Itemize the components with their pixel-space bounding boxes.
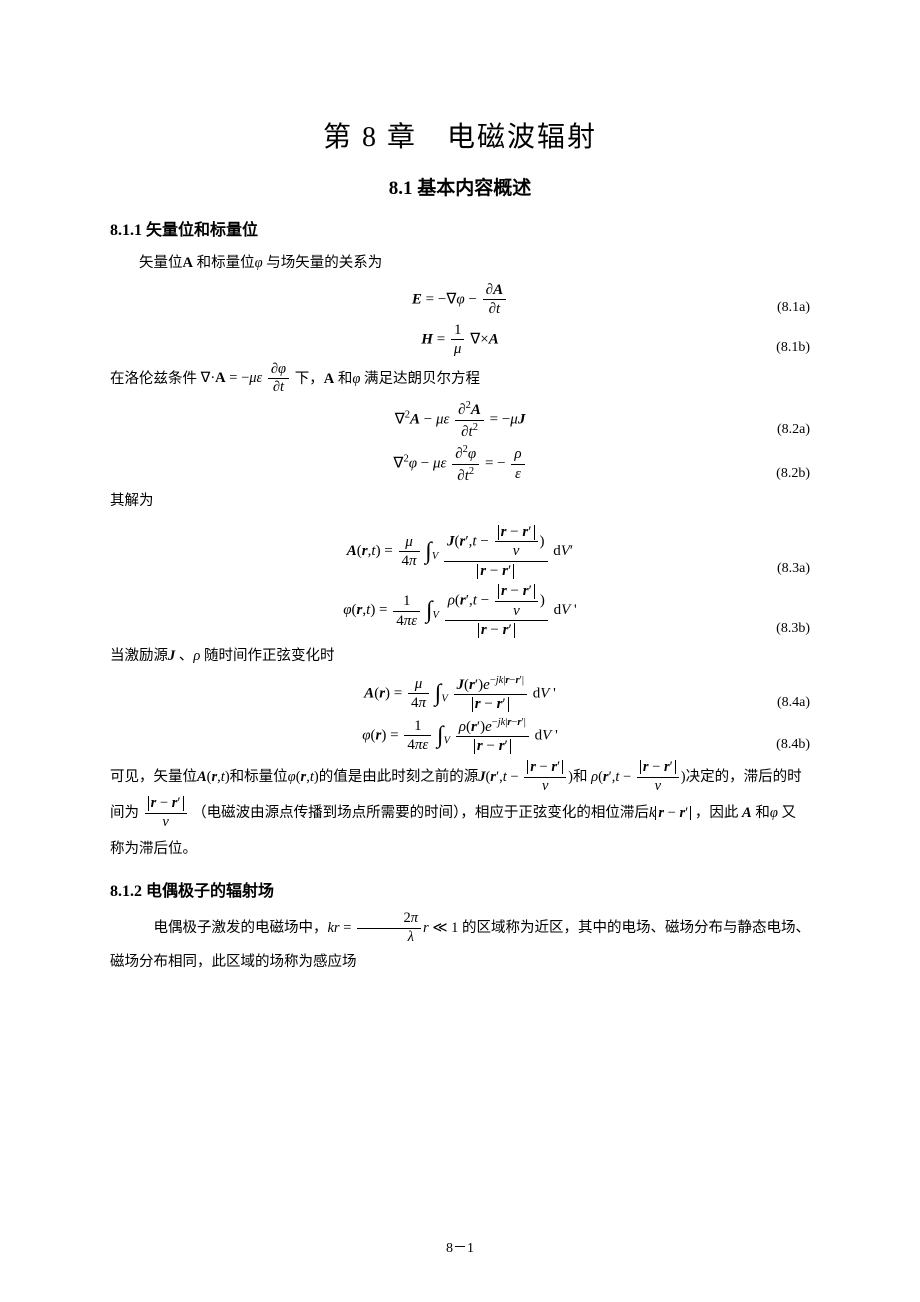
lorentz-condition: ∇·A = −με ∂φ∂t [201, 370, 295, 386]
expr-kr: kr = 2πλr ≪ 1 [328, 920, 459, 936]
equation-8-2a: ∇2A − με ∂2A∂t2 = −μJ (8.2a) [110, 400, 810, 440]
equation-label: (8.1b) [776, 340, 810, 356]
symbol-phi: φ [255, 255, 263, 271]
paragraph: 可见，矢量位A(r,t)和标量位φ(r,t)的值是由此时刻之前的源J(r′,t … [110, 759, 810, 868]
expr-phi-rt: φ(r,t) [288, 769, 319, 785]
subsection-8-1-2: 8.1.2 电偶极子的辐射场 [110, 877, 810, 901]
page-number: 8－1 [0, 1237, 920, 1257]
text: 满足达朗贝尔方程 [360, 370, 480, 386]
paragraph: 电偶极子激发的电磁场中，kr = 2πλr ≪ 1 的区域称为近区，其中的电场、… [110, 911, 810, 979]
equation-label: (8.2a) [777, 422, 810, 438]
equation-8-3b: φ(r,t) = 14πε ∫V ρ(r′,t − r − r′v) r − r… [110, 583, 810, 639]
text: 在洛伦兹条件 [110, 370, 201, 386]
equation-8-1a: E = −∇φ − ∂A∂t (8.1a) [110, 282, 810, 318]
symbol-phi: φ [770, 805, 778, 821]
equation-label: (8.1a) [777, 300, 810, 316]
equation-label: (8.4a) [777, 695, 810, 711]
expr-J-retarded: J(r′,t − r − r′v) [478, 769, 573, 785]
text: 和 [573, 769, 588, 785]
symbol-A: A [183, 255, 193, 271]
text: ，因此 [695, 805, 742, 821]
paragraph: 当激励源J 、ρ 随时间作正弦变化时 [110, 643, 810, 671]
text: 电偶极子激发的电磁场中， [154, 920, 328, 936]
equation-8-1b: H = 1μ ∇×A (8.1b) [110, 322, 810, 358]
document-page: 第 8 章 电磁波辐射 8.1 基本内容概述 8.1.1 矢量位和标量位 矢量位… [0, 0, 920, 1302]
paragraph: 在洛伦兹条件 ∇·A = −με ∂φ∂t 下，A 和φ 满足达朗贝尔方程 [110, 362, 810, 397]
text: 的值是由此时刻之前的源 [319, 769, 479, 785]
equation-label: (8.2b) [776, 466, 810, 482]
symbol-A: A [324, 370, 334, 386]
text: 、 [175, 648, 193, 664]
text: 和标量位 [193, 255, 255, 271]
equation-label: (8.4b) [776, 737, 810, 753]
equation-8-3a: A(r,t) = μ4π ∫V J(r′,t − r − r′v) r − r′… [110, 524, 810, 580]
chapter-title: 第 8 章 电磁波辐射 [110, 115, 810, 155]
equation-8-2b: ∇2φ − με ∂2φ∂t2 = − ρε (8.2b) [110, 444, 810, 484]
text: 当激励源 [110, 648, 168, 664]
symbol-A: A [742, 805, 752, 821]
text: 随时间作正弦变化时 [200, 648, 334, 664]
paragraph: 矢量位A 和标量位φ 与场矢量的关系为 [110, 250, 810, 278]
text: 与场矢量的关系为 [263, 255, 383, 271]
text: （电磁波由源点传播到场点所需要的时间），相应于正弦变化的相位滞后 [192, 805, 649, 821]
text: 可见，矢量位 [110, 769, 197, 785]
equation-8-4a: A(r) = μ4π ∫V J(r′)e−jk|r−r′| r − r′ dV … [110, 675, 810, 713]
expr-rho-retarded: ρ(r′,t − r − r′v) [591, 769, 686, 785]
equation-label: (8.3a) [777, 561, 810, 577]
subsection-8-1-1: 8.1.1 矢量位和标量位 [110, 216, 810, 240]
equation-label: (8.3b) [776, 621, 810, 637]
expr-phase: kr − r′ [649, 805, 691, 821]
text: 和 [334, 370, 352, 386]
paragraph: 其解为 [110, 488, 810, 516]
expr-delay: r − r′v [143, 805, 189, 821]
expr-A-rt: A(r,t) [197, 769, 230, 785]
text: 和 [752, 805, 770, 821]
text: 下， [295, 370, 324, 386]
equation-8-4b: φ(r) = 14πε ∫V ρ(r′)e−jk|r−r′| r − r′ dV… [110, 717, 810, 755]
text: 矢量位 [139, 255, 183, 271]
text: 和标量位 [230, 769, 288, 785]
section-title: 8.1 基本内容概述 [110, 173, 810, 200]
